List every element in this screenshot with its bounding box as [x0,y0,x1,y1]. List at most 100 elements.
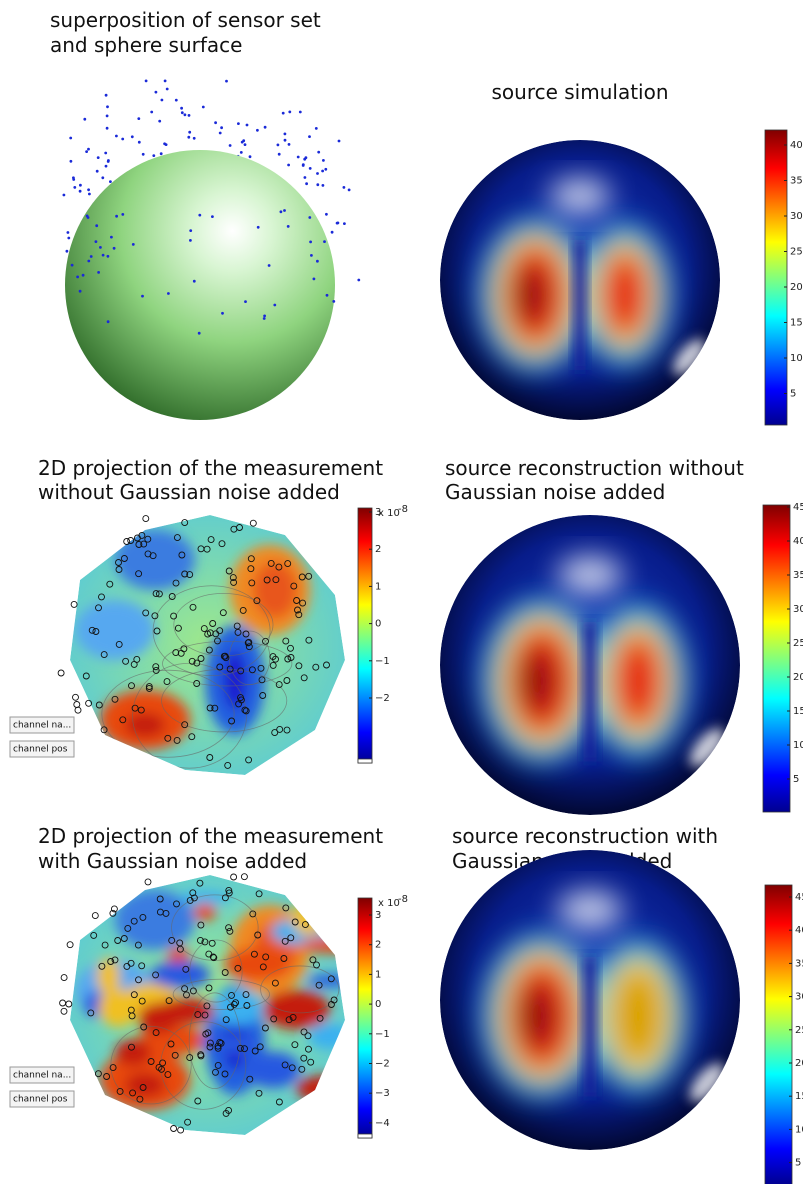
sensor-dot [325,213,328,216]
sensor-dot [142,153,145,156]
colorbar-tick-label: −3 [375,1088,390,1099]
topo-blob [194,903,216,920]
topo-fill [70,515,345,775]
figure: superposition of sensor setand sphere su… [0,0,803,1184]
sensor-dot [155,91,158,94]
channel [241,874,247,880]
channel [61,1008,67,1014]
sensor-dot [322,159,325,162]
colorbar-tick-label: 10 [795,1124,803,1135]
sensor-dot [214,121,217,124]
sensor-dot [284,133,287,136]
colorbar [358,898,372,1138]
colorbar [763,505,790,812]
sensor-dot [304,176,307,179]
colorbar-tick-label: 25 [793,638,803,649]
channel [145,879,151,885]
colorbar-end [358,1134,372,1138]
channel [74,702,80,708]
topoplot [60,874,365,1135]
button-label: channel pos [13,745,68,755]
colorbar-tick-label: 45 [793,502,803,513]
sensor-dot [284,139,287,142]
colorbar-tick-label: 15 [793,706,803,717]
topo-blob [245,1052,300,1088]
channel [71,601,77,607]
sensor-dot [158,120,161,123]
topo-blob [292,901,324,935]
sensor-dot [257,226,260,229]
sensor-dot [67,237,70,240]
sensor-dot [357,279,360,282]
highlight [550,178,610,214]
panel-title: superposition of sensor set [50,8,321,32]
sensor-dot [221,312,224,315]
sensor-dot [308,216,311,219]
topo-blob [178,891,231,905]
sensor-dot [288,111,291,114]
sensor-dot [187,136,190,139]
sensor-dot [229,144,232,147]
button-label: channel na... [13,1071,71,1081]
sensor-dot [244,143,247,146]
sensor-dot [193,137,196,140]
topoplot [58,515,345,775]
sensor-dot [277,144,280,147]
topo-blob [301,937,364,953]
channel [73,694,79,700]
colorbar-tick-label: 35 [790,176,803,187]
sensor-dot [249,155,252,158]
sensor-dot [256,129,259,132]
sensor-dot [106,105,109,108]
colorbar-tick-label: 3 [375,910,381,921]
sensor-dot [189,239,192,242]
head-fill [440,515,740,815]
colorbar-tick-label: 15 [795,1091,803,1102]
channel [60,1000,66,1006]
sensor-dot [72,178,75,181]
sensor-dot [240,151,243,154]
colorbar-tick-label: 2 [375,940,381,951]
sensor-dot [106,127,109,130]
highlight [558,891,622,930]
sensor-dot [99,246,102,249]
sensor-dot [264,126,267,129]
sensor-dot [308,135,311,138]
colorbar-tick-label: 3 [375,507,381,518]
button-label: channel pos [13,1095,68,1105]
sensor-dot [282,112,285,115]
colorbar-tick-label: 30 [795,992,803,1003]
colorbar-tick-label: 30 [793,604,803,615]
sensor-dot [303,158,306,161]
sensor-dot [323,240,326,243]
sensor-dot [73,186,76,189]
sensor-dot [105,94,108,97]
sensor-dot [163,142,166,145]
sensor-dot [315,127,318,130]
sensor-dot [343,222,346,225]
sensor-dot [302,164,305,167]
sensor-dot [102,254,105,257]
sensor-dot [137,117,140,120]
colorbar-tick-label: 45 [795,892,803,903]
sensor-dot [309,241,312,244]
channel [231,874,237,880]
sensor-dot [219,132,222,135]
panel-title: with Gaussian noise added [38,849,307,873]
sensor-dot [321,170,324,173]
colorbar-tick-label: 0 [375,999,381,1010]
head-fill [440,140,720,420]
sensor-dot [121,138,124,141]
sensor-dot [331,231,334,234]
sensor-dot [145,80,148,83]
channel [143,516,149,522]
blob [519,649,553,713]
sensor-dot [263,317,266,320]
sensor-dot [113,247,116,250]
panels: superposition of sensor setand sphere su… [10,8,803,1184]
channel [61,975,67,981]
sensor-dot [115,135,118,138]
sensor-dot [198,214,201,217]
blob [519,984,553,1048]
head-map [440,850,740,1150]
